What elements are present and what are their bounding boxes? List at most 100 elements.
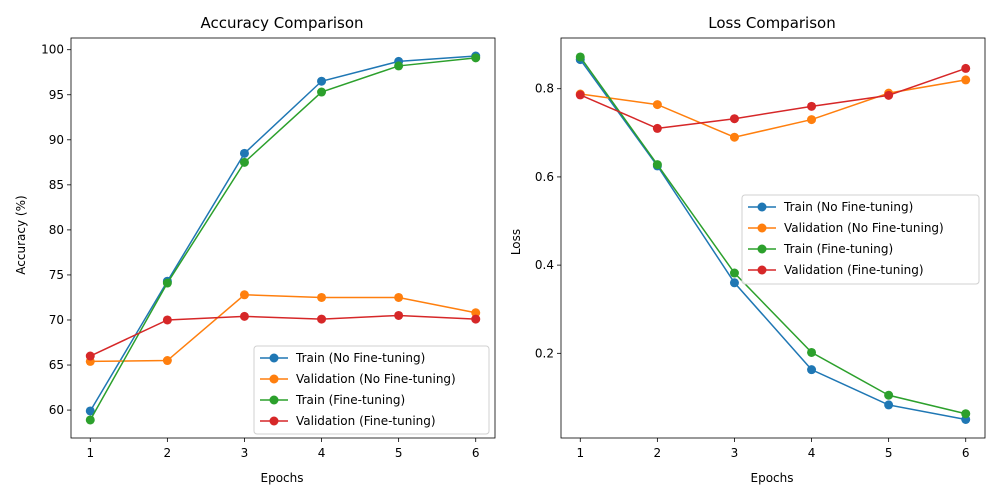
data-point (239, 148, 249, 158)
y-tick-label: 70 (49, 313, 64, 327)
accuracy-chart: Accuracy Comparison Epochs Accuracy (%) … (14, 14, 496, 485)
data-point (394, 292, 404, 302)
data-point (807, 347, 817, 357)
y-tick-label: 0.8 (535, 82, 554, 96)
legend-entry-label: Validation (No Fine-tuning) (296, 372, 456, 386)
series-line (90, 293, 476, 363)
y-tick-label: 75 (49, 268, 64, 282)
y-tick-label: 0.4 (535, 258, 554, 272)
data-point (239, 311, 249, 321)
data-point (884, 400, 894, 410)
x-tick-label: 4 (318, 446, 326, 460)
data-point (239, 157, 249, 167)
data-point (394, 310, 404, 320)
series-line (579, 56, 966, 415)
x-axis-label: Epochs (261, 471, 304, 485)
legend-swatch-marker (269, 374, 279, 384)
x-tick-label: 3 (241, 446, 249, 460)
series-line (579, 67, 966, 130)
data-point (317, 292, 327, 302)
data-point (162, 278, 172, 288)
data-point (884, 390, 894, 400)
chart-title: Accuracy Comparison (200, 14, 363, 32)
legend-swatch-marker (269, 353, 279, 363)
legend-entry-label: Train (Fine-tuning) (783, 242, 893, 256)
data-point (394, 61, 404, 71)
x-tick-label: 2 (654, 446, 662, 460)
x-tick-label: 5 (885, 446, 893, 460)
data-point (652, 123, 662, 133)
legend: Train (No Fine-tuning) Validation (No Fin… (741, 194, 980, 285)
data-point (85, 415, 95, 425)
data-point (884, 90, 894, 100)
legend-swatch-marker (757, 223, 767, 233)
data-point (85, 406, 95, 416)
plot-frame (70, 37, 496, 439)
y-tick-label: 90 (49, 133, 64, 147)
data-point (729, 268, 739, 278)
legend-entry-label: Train (No Fine-tuning) (783, 200, 913, 214)
y-tick-label: 95 (49, 88, 64, 102)
x-tick-label: 6 (472, 446, 480, 460)
data-point (317, 314, 327, 324)
legend-swatch-marker (757, 202, 767, 212)
data-point (85, 351, 95, 361)
data-point (162, 356, 172, 366)
legend-swatch-marker (757, 244, 767, 254)
y-tick-label: 65 (49, 358, 64, 372)
data-point (239, 290, 249, 300)
x-tick-label: 4 (808, 446, 816, 460)
series-line (89, 55, 476, 412)
legend: Train (No Fine-tuning) Validation (No Fin… (253, 345, 490, 435)
x-axis-label: Epochs (751, 471, 794, 485)
legend-entry-label: Validation (Fine-tuning) (296, 414, 436, 428)
data-point (471, 314, 481, 324)
data-point (575, 52, 585, 62)
data-point (471, 53, 481, 63)
data-point (575, 90, 585, 100)
data-point (317, 76, 327, 86)
loss-chart: Loss Comparison Epochs Loss 1 2 3 4 5 6 0.2 0.4… (509, 14, 986, 485)
plot-frame (560, 37, 986, 439)
y-tick-label: 100 (41, 43, 64, 57)
legend-frame (253, 345, 490, 435)
data-point (729, 132, 739, 142)
y-axis-label: Accuracy (%) (14, 195, 28, 274)
legend-entry-label: Validation (Fine-tuning) (784, 263, 924, 277)
series-line (579, 59, 966, 421)
data-point (652, 160, 662, 170)
x-tick-label: 2 (164, 446, 172, 460)
x-tick-label: 1 (86, 446, 94, 460)
data-point (162, 315, 172, 325)
data-point (729, 114, 739, 124)
y-tick-label: 85 (49, 178, 64, 192)
legend-entry-label: Train (Fine-tuning) (295, 393, 405, 407)
y-axis-label: Loss (509, 229, 523, 255)
y-tick-label: 60 (49, 403, 64, 417)
data-point (729, 278, 739, 288)
legend-swatch-marker (757, 265, 767, 275)
data-point (317, 87, 327, 97)
legend-swatch-marker (269, 395, 279, 405)
data-point (961, 75, 971, 85)
data-point (807, 101, 817, 111)
data-point (471, 308, 481, 318)
x-tick-label: 5 (395, 446, 403, 460)
series-line (89, 57, 476, 421)
x-tick-label: 6 (962, 446, 970, 460)
legend-frame (741, 194, 980, 285)
legend-entry-label: Validation (No Fine-tuning) (784, 221, 944, 235)
data-point (652, 100, 662, 110)
y-tick-label: 0.6 (535, 170, 554, 184)
data-point (807, 365, 817, 375)
x-tick-label: 3 (731, 446, 739, 460)
data-point (807, 115, 817, 125)
legend-swatch-marker (269, 416, 279, 426)
y-tick-label: 0.2 (535, 346, 554, 360)
chart-title: Loss Comparison (708, 14, 835, 32)
x-tick-label: 1 (576, 446, 584, 460)
series-line (89, 314, 476, 357)
data-point (961, 409, 971, 419)
y-tick-label: 80 (49, 223, 64, 237)
